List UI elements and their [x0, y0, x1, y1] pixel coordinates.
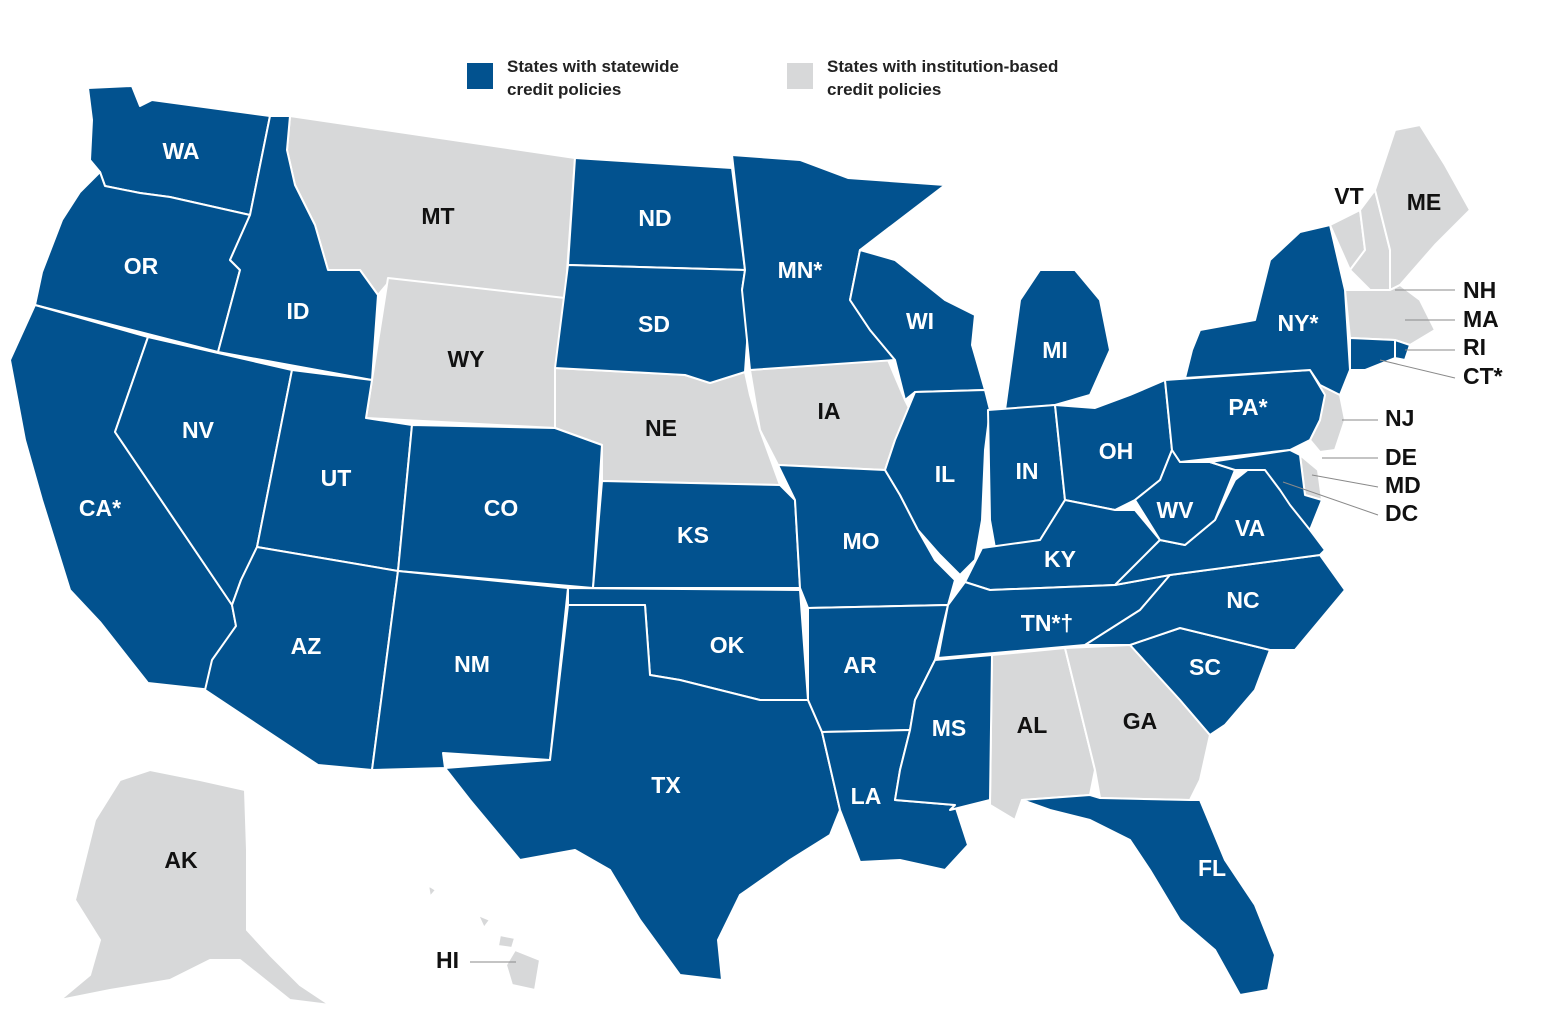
state-ma: [1344, 284, 1436, 346]
state-label-ky: KY: [1044, 546, 1076, 572]
state-label-nd: ND: [638, 205, 671, 231]
state-label-de: DE: [1385, 444, 1417, 470]
legend-text-institution-2: credit policies: [827, 80, 941, 99]
state-label-ok: OK: [710, 632, 745, 658]
state-label-sc: SC: [1189, 654, 1221, 680]
state-label-wa: WA: [162, 138, 199, 164]
state-labels: WA OR CA* ID NV MT WY UT AZ CO NM ND SD NE KS OK TX MN* IA…: [79, 138, 1503, 973]
leader-line-md: [1311, 474, 1379, 488]
state-label-ne: NE: [645, 415, 677, 441]
state-label-va: VA: [1235, 515, 1265, 541]
state-label-al: AL: [1017, 712, 1048, 738]
state-label-wi: WI: [906, 308, 934, 334]
legend-text-statewide-2: credit policies: [507, 80, 621, 99]
state-label-or: OR: [124, 253, 159, 279]
state-label-ak: AK: [164, 847, 198, 873]
state-label-la: LA: [851, 783, 882, 809]
state-mi: [1004, 269, 1111, 411]
state-label-ny: NY*: [1278, 310, 1319, 336]
state-label-md: MD: [1385, 472, 1421, 498]
state-label-il: IL: [935, 461, 955, 487]
state-label-ks: KS: [677, 522, 709, 548]
state-label-ma: MA: [1463, 306, 1499, 332]
state-label-mt: MT: [421, 203, 454, 229]
state-ny: [1184, 224, 1351, 396]
state-label-ms: MS: [932, 715, 967, 741]
state-label-pa: PA*: [1228, 394, 1267, 420]
state-label-ca: CA*: [79, 495, 121, 521]
state-co: [397, 424, 603, 589]
state-label-ia: IA: [818, 398, 841, 424]
legend-item-institution: States with institution-based credit poli…: [787, 57, 1058, 99]
state-label-oh: OH: [1099, 438, 1134, 464]
state-label-nc: NC: [1226, 587, 1259, 613]
state-fl: [1021, 794, 1276, 996]
state-label-co: CO: [484, 495, 519, 521]
state-label-nv: NV: [182, 417, 215, 443]
legend-swatch-statewide: [467, 63, 493, 89]
state-label-ga: GA: [1123, 708, 1158, 734]
state-label-id: ID: [287, 298, 310, 324]
state-label-ut: UT: [321, 465, 352, 491]
state-label-fl: FL: [1198, 855, 1226, 881]
leader-lines: [470, 289, 1456, 963]
state-label-hi: HI: [436, 947, 459, 973]
legend-text-statewide-1: States with statewide: [507, 57, 679, 76]
state-tx: [444, 604, 841, 981]
leader-line-ct: [1379, 359, 1456, 379]
state-nc: [1084, 554, 1346, 651]
state-label-dc: DC: [1385, 500, 1418, 526]
state-label-me: ME: [1407, 189, 1442, 215]
state-label-tn: TN*†: [1021, 610, 1073, 636]
state-label-nh: NH: [1463, 277, 1496, 303]
state-label-mn: MN*: [778, 257, 823, 283]
state-ct: [1349, 337, 1396, 371]
state-label-wy: WY: [447, 346, 484, 372]
state-hi: [427, 884, 541, 991]
state-label-ct: CT*: [1463, 363, 1503, 389]
state-label-nj: NJ: [1385, 405, 1414, 431]
state-md: [1209, 449, 1323, 531]
state-me: [1374, 124, 1471, 291]
legend-item-statewide: States with statewide credit policies: [467, 57, 679, 99]
state-label-nm: NM: [454, 651, 490, 677]
state-label-wv: WV: [1156, 497, 1194, 523]
states-layer: [9, 85, 1471, 1006]
state-label-tx: TX: [651, 772, 681, 798]
state-label-in: IN: [1016, 458, 1039, 484]
legend-text-institution-1: States with institution-based: [827, 57, 1058, 76]
state-label-vt: VT: [1334, 183, 1363, 209]
state-ms: [894, 654, 993, 811]
state-label-az: AZ: [291, 633, 322, 659]
state-label-ar: AR: [843, 652, 877, 678]
legend-swatch-institution: [787, 63, 813, 89]
state-id: [217, 115, 379, 381]
state-label-sd: SD: [638, 311, 670, 337]
state-label-ri: RI: [1463, 334, 1486, 360]
state-ak: [59, 769, 331, 1006]
leader-line-dc: [1282, 481, 1379, 516]
state-label-mo: MO: [842, 528, 879, 554]
state-label-mi: MI: [1042, 337, 1068, 363]
